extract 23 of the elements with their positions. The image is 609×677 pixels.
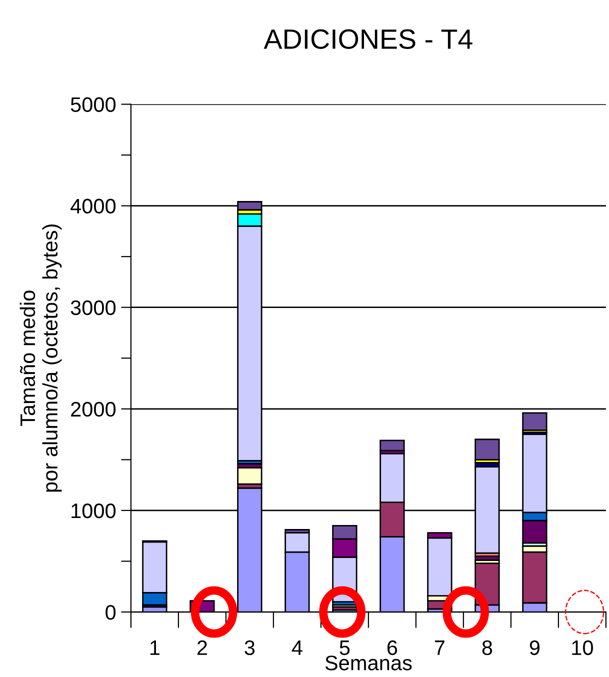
y-tick-label: 1000 xyxy=(72,503,116,518)
x-tick-label: 2 xyxy=(197,640,207,655)
x-tick-label: 1 xyxy=(150,640,160,655)
x-tick-label: 3 xyxy=(244,640,255,656)
bar xyxy=(380,440,405,452)
chart-title: ADICIONES - T4 xyxy=(264,29,472,49)
bar xyxy=(522,412,548,431)
bar xyxy=(474,438,500,460)
x-tick-label: 8 xyxy=(482,640,492,656)
y-tick-label: 2000 xyxy=(71,402,116,417)
y-axis-title: Tamaño medio por alumno/a (octetos, bytes) xyxy=(20,224,62,492)
x-tick-label: 5 xyxy=(340,640,350,656)
y-tick-label: 5000 xyxy=(70,97,116,112)
x-tick-label: 9 xyxy=(530,640,540,656)
bar xyxy=(237,467,262,485)
y-tick-label: 3000 xyxy=(70,300,116,316)
x-tick-label: 10 xyxy=(572,640,593,656)
y-tick-label: 0 xyxy=(106,605,116,620)
x-axis-title: Semanas xyxy=(325,656,412,670)
x-tick-label: 6 xyxy=(387,640,398,656)
x-tick-label: 7 xyxy=(434,640,444,655)
y-tick-label: 4000 xyxy=(70,198,116,214)
x-tick-label: 4 xyxy=(292,640,302,655)
